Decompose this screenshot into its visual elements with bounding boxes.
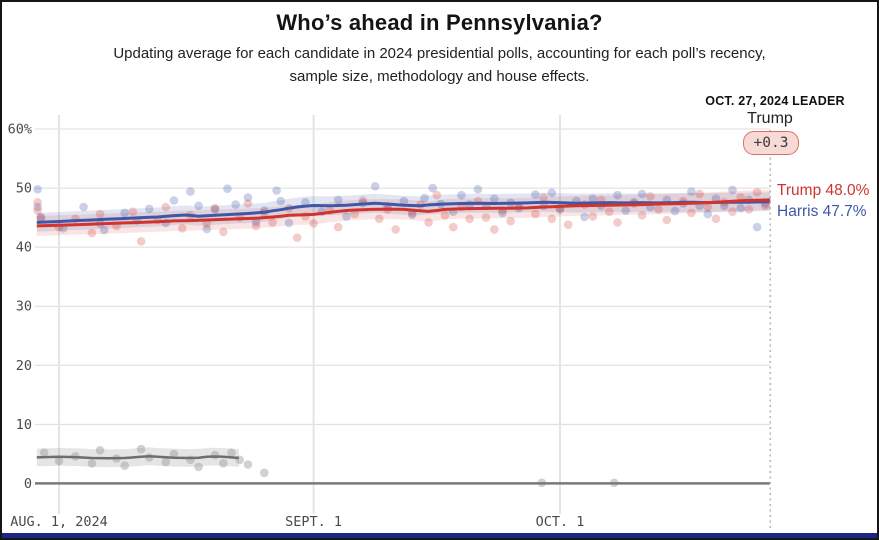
harris-average-line — [36, 200, 771, 224]
bottom-accent-bar — [2, 533, 877, 538]
x-tick-labels: AUG. 1, 2024 SEPT. 1 OCT. 1 — [10, 514, 584, 530]
svg-text:OCT. 1: OCT. 1 — [536, 514, 585, 530]
svg-text:30: 30 — [16, 299, 32, 315]
gray-average-line — [36, 454, 240, 460]
page-title: Who’s ahead in Pennsylvania? — [276, 10, 603, 35]
y-gridlines — [35, 128, 770, 425]
svg-text:SEPT. 1: SEPT. 1 — [285, 514, 342, 530]
chart-subtitle: Updating average for each candidate in 2… — [113, 45, 766, 86]
x-gridlines — [58, 115, 561, 514]
harris-end-label: Harris 47.7% — [777, 203, 867, 220]
trump-average-line — [36, 198, 771, 228]
svg-text:60%: 60% — [8, 122, 32, 138]
svg-text:0: 0 — [24, 476, 32, 492]
trump-band — [36, 189, 771, 236]
svg-text:AUG. 1, 2024: AUG. 1, 2024 — [10, 514, 108, 530]
trump-end-label: Trump 48.0% — [777, 182, 870, 199]
svg-text:10: 10 — [16, 417, 32, 433]
svg-text:40: 40 — [16, 240, 32, 256]
leader-name: Trump — [685, 110, 855, 128]
leader-date-label: OCT. 27, 2024 LEADER — [705, 94, 845, 108]
leader-margin-badge: +0.3 — [743, 131, 799, 155]
y-tick-labels: 0 10 20 30 40 50 60% — [8, 122, 32, 492]
svg-text:50: 50 — [16, 181, 32, 197]
svg-text:20: 20 — [16, 358, 32, 374]
